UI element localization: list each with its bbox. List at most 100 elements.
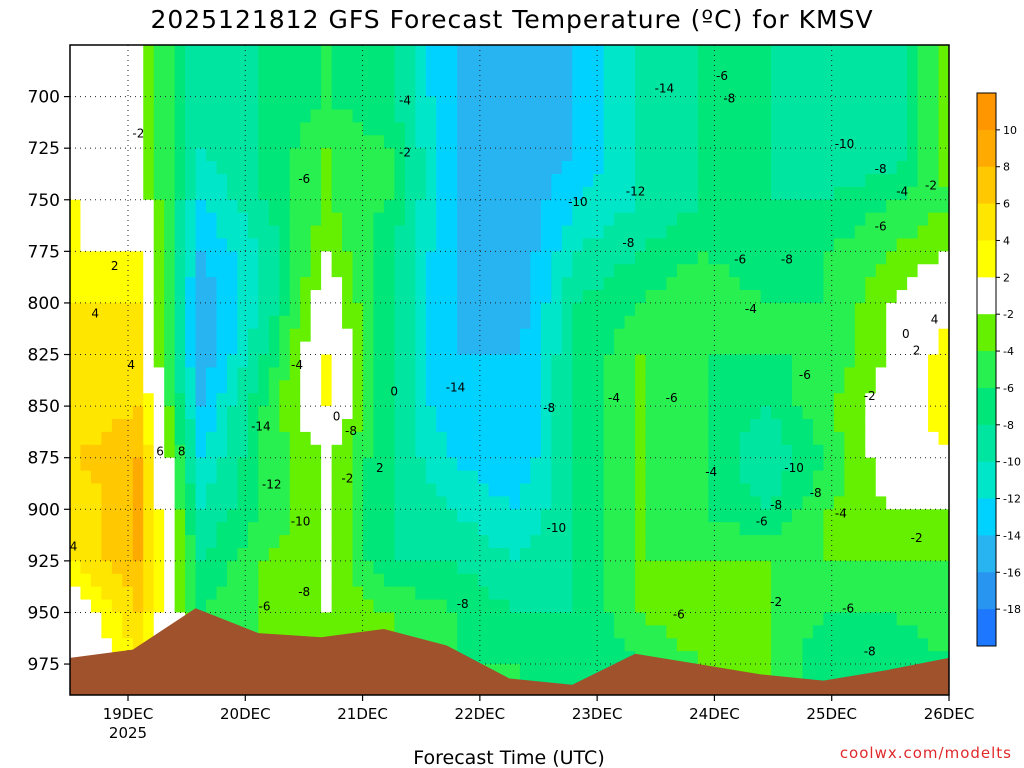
heatmap-cell: [928, 173, 940, 188]
heatmap-cell: [101, 225, 113, 240]
colorbar-swatch: [977, 166, 996, 205]
heatmap-cell: [436, 457, 448, 472]
heatmap-cell: [593, 225, 605, 240]
heatmap-cell: [446, 483, 458, 497]
heatmap-cell: [321, 573, 333, 588]
heatmap-cell: [457, 496, 469, 510]
heatmap-cell: [676, 122, 688, 136]
heatmap-cell: [771, 547, 783, 562]
heatmap-cell: [499, 161, 511, 175]
heatmap-cell: [614, 444, 626, 459]
heatmap-cell: [373, 225, 385, 240]
heatmap-cell: [907, 251, 919, 265]
heatmap-cell: [206, 186, 218, 201]
heatmap-cell: [812, 367, 825, 381]
heatmap-cell: [174, 302, 186, 317]
heatmap-cell: [404, 328, 416, 343]
heatmap-cell: [896, 96, 908, 111]
heatmap-cell: [195, 380, 207, 394]
heatmap-cell: [666, 70, 678, 85]
heatmap-cell: [383, 264, 395, 278]
heatmap-cell: [666, 277, 678, 291]
contour-label: -10: [291, 515, 311, 529]
heatmap-cell: [226, 122, 239, 136]
heatmap-cell: [394, 547, 406, 562]
heatmap-cell: [436, 70, 448, 85]
heatmap-cell: [771, 406, 783, 420]
heatmap-cell: [635, 535, 647, 549]
heatmap-cell: [300, 444, 312, 459]
heatmap-cell: [206, 83, 218, 98]
heatmap-cell: [289, 173, 301, 188]
heatmap-cell: [729, 57, 741, 72]
heatmap-cell: [499, 70, 511, 85]
colorbar-frame: [976, 92, 997, 647]
heatmap-cell: [321, 302, 333, 317]
heatmap-cell: [436, 302, 448, 317]
heatmap-cell: [164, 315, 176, 330]
heatmap-cell: [781, 264, 793, 278]
heatmap-cell: [938, 496, 949, 510]
heatmap-cell: [833, 470, 845, 485]
heatmap-cell: [195, 393, 207, 407]
heatmap-cell: [300, 212, 312, 227]
heatmap-cell: [844, 161, 856, 175]
heatmap-cell: [519, 496, 532, 510]
heatmap-cell: [844, 535, 856, 549]
heatmap-cell: [174, 148, 186, 162]
heatmap-cell: [404, 148, 416, 162]
heatmap-cell: [457, 457, 469, 472]
heatmap-cell: [624, 328, 636, 343]
heatmap-cell: [373, 135, 385, 149]
heatmap-cell: [896, 173, 908, 188]
heatmap-cell: [488, 264, 500, 278]
heatmap-cell: [383, 186, 395, 201]
heatmap-cell: [446, 96, 458, 111]
heatmap-cell: [928, 315, 940, 330]
heatmap-cell: [80, 302, 92, 317]
heatmap-cell: [195, 406, 207, 420]
heatmap-cell: [425, 83, 437, 98]
heatmap-cell: [206, 109, 218, 123]
heatmap-cell: [394, 354, 406, 369]
heatmap-cell: [216, 302, 228, 317]
heatmap-cell: [342, 612, 354, 626]
heatmap-cell: [666, 264, 678, 278]
heatmap-cell: [938, 547, 949, 562]
heatmap-cell: [237, 212, 249, 227]
heatmap-cell: [540, 122, 552, 136]
heatmap-cell: [645, 354, 657, 369]
heatmap-cell: [572, 277, 584, 291]
heatmap-cell: [457, 290, 469, 304]
heatmap-cell: [258, 573, 270, 588]
heatmap-cell: [656, 199, 668, 214]
heatmap-cell: [457, 509, 469, 523]
heatmap-cell: [383, 496, 395, 510]
heatmap-cell: [917, 573, 929, 588]
heatmap-cell: [624, 199, 636, 214]
heatmap-cell: [561, 380, 573, 394]
heatmap-cell: [268, 431, 280, 446]
heatmap-cell: [174, 367, 186, 381]
heatmap-cell: [404, 509, 416, 523]
heatmap-cell: [687, 393, 699, 407]
heatmap-cell: [206, 496, 218, 510]
heatmap-cell: [907, 431, 919, 446]
heatmap-cell: [708, 393, 720, 407]
heatmap-cell: [415, 406, 427, 420]
heatmap-cell: [635, 135, 647, 149]
heatmap-cell: [760, 251, 772, 265]
heatmap-cell: [488, 444, 500, 459]
x-tick-year: 2025: [109, 724, 147, 742]
heatmap-cell: [708, 522, 720, 536]
heatmap-cell: [321, 45, 333, 59]
heatmap-cell: [666, 625, 678, 639]
heatmap-cell: [854, 45, 866, 59]
heatmap-cell: [425, 109, 437, 123]
heatmap-cell: [195, 122, 207, 136]
heatmap-cell: [342, 457, 354, 472]
heatmap-cell: [854, 457, 866, 472]
heatmap-cell: [593, 651, 605, 665]
heatmap-cell: [886, 547, 898, 562]
heatmap-cell: [436, 431, 448, 446]
